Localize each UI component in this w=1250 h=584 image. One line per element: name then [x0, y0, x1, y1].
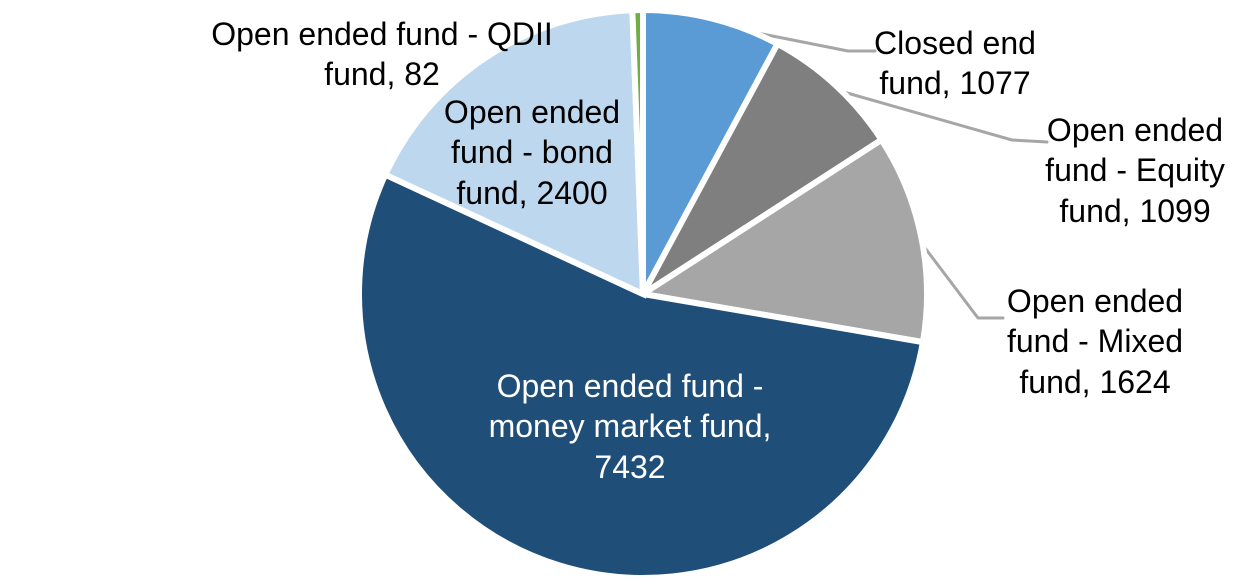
leader-line-mixed: [914, 234, 1005, 320]
slice-label-closed-end-fund: Closed end fund, 1077: [874, 25, 1036, 102]
slice-label-mixed-fund: Open ended fund - Mixed fund, 1624: [1006, 283, 1184, 400]
pie-slice-money-market: [356, 170, 927, 581]
pie-slice-closed-end: [640, 6, 782, 296]
slice-label-money-market-fund: Open ended fund - money market fund, 743…: [488, 368, 772, 485]
pie-slice-qdii: [629, 6, 646, 295]
pie-slice-mixed: [634, 135, 930, 346]
slice-label-bond-fund: Open ended fund - bond fund, 2400: [443, 94, 621, 211]
leader-line-equity: [831, 87, 1049, 144]
slice-label-qdii-fund: Open ended fund - QDII fund, 82: [211, 16, 553, 93]
slice-label-equity-fund: Open ended fund - Equity fund, 1099: [1045, 112, 1225, 229]
pie-slice-bond: [381, 7, 647, 299]
pie-slice-equity: [640, 39, 886, 297]
